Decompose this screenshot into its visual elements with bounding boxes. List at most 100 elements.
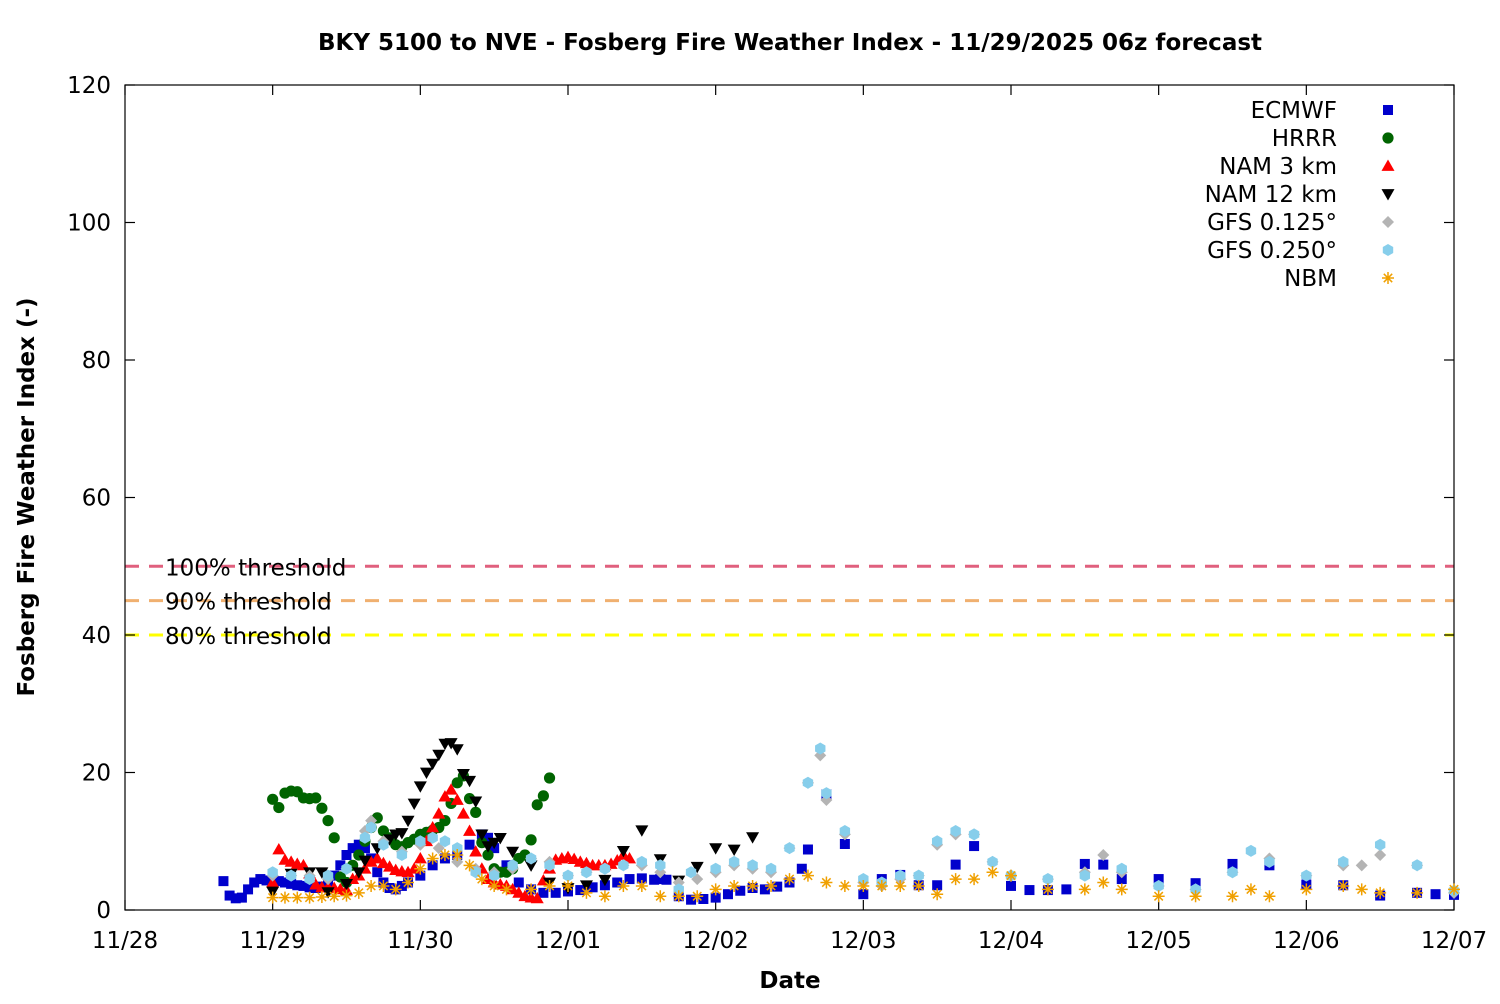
data-point — [1300, 883, 1313, 896]
data-point — [1024, 885, 1035, 896]
y-axis-label: Fosberg Fire Weather Index (-) — [14, 297, 40, 696]
legend-label: NAM 3 km — [1219, 154, 1337, 180]
data-point — [1098, 859, 1109, 870]
data-point — [1227, 866, 1238, 879]
data-point — [463, 824, 477, 836]
legend-marker — [1382, 132, 1394, 144]
data-point — [727, 844, 741, 856]
data-point — [341, 862, 352, 875]
data-point — [427, 860, 438, 871]
data-point — [635, 879, 648, 892]
data-point — [686, 894, 697, 905]
data-point — [1264, 855, 1275, 868]
data-point — [802, 844, 813, 855]
data-point — [493, 832, 507, 845]
data-point — [709, 883, 722, 896]
data-point — [278, 891, 291, 904]
data-points — [218, 738, 1460, 905]
data-point — [580, 886, 593, 899]
data-point — [531, 799, 543, 811]
data-point — [932, 880, 943, 891]
legend-label: NAM 12 km — [1205, 182, 1337, 208]
data-point — [1355, 883, 1368, 896]
data-point — [673, 883, 684, 896]
data-point — [322, 869, 334, 882]
data-point — [365, 879, 378, 892]
data-point — [895, 869, 906, 882]
data-point — [815, 742, 826, 755]
data-point — [464, 839, 475, 850]
data-point — [722, 889, 733, 900]
data-point — [451, 849, 464, 861]
data-point — [401, 815, 415, 828]
data-point — [765, 879, 778, 892]
data-point — [968, 873, 981, 886]
data-point — [1430, 889, 1441, 900]
legend-label: NBM — [1284, 266, 1337, 292]
data-point — [273, 801, 285, 814]
data-point — [347, 843, 358, 854]
data-point — [537, 790, 549, 802]
legend-label: GFS 0.125° — [1207, 210, 1337, 236]
data-point — [598, 890, 611, 903]
data-point — [315, 890, 328, 903]
data-point — [507, 859, 518, 872]
data-point — [352, 867, 366, 879]
data-point — [912, 879, 925, 892]
data-point — [352, 886, 365, 899]
series-6 — [266, 849, 1460, 904]
data-point — [475, 873, 488, 886]
data-point — [1041, 883, 1054, 896]
x-tick-label: 12/02 — [683, 928, 749, 954]
data-point — [986, 866, 999, 879]
data-point — [617, 879, 630, 892]
data-point — [1411, 886, 1424, 899]
data-point — [875, 879, 888, 892]
data-point — [894, 879, 907, 892]
data-point — [857, 879, 870, 892]
data-point — [1005, 869, 1017, 882]
data-point — [450, 793, 464, 805]
data-point — [801, 869, 814, 882]
data-point — [796, 863, 807, 874]
data-point — [612, 877, 623, 888]
data-point — [710, 862, 721, 875]
data-point — [858, 873, 869, 886]
data-point — [487, 837, 501, 850]
data-point — [384, 883, 395, 893]
data-point — [243, 884, 254, 895]
data-point — [538, 887, 549, 898]
data-point — [365, 821, 377, 834]
x-tick-label: 12/04 — [978, 928, 1044, 954]
data-point — [353, 839, 364, 850]
data-point — [249, 877, 260, 888]
x-tick-label: 12/06 — [1273, 928, 1339, 954]
data-point — [1337, 879, 1350, 892]
data-point — [1116, 874, 1127, 885]
data-point — [272, 843, 286, 855]
data-point — [444, 738, 458, 750]
data-point — [298, 880, 309, 891]
data-point — [839, 839, 850, 849]
data-point — [579, 880, 593, 892]
data-point — [444, 783, 458, 795]
data-point — [524, 860, 538, 872]
data-point — [544, 859, 555, 872]
data-point — [286, 878, 297, 889]
data-point — [359, 843, 370, 854]
data-point — [1115, 883, 1128, 896]
data-point — [255, 874, 266, 885]
legend-marker — [1382, 272, 1394, 284]
data-point — [530, 891, 544, 904]
data-point — [969, 841, 980, 852]
data-point — [623, 851, 637, 864]
data-point — [328, 890, 341, 903]
data-point — [1078, 883, 1091, 896]
data-point — [463, 859, 476, 872]
data-point — [438, 790, 452, 802]
y-tick-label: 100 — [67, 211, 111, 237]
data-point — [616, 846, 630, 858]
y-tick-label: 60 — [82, 486, 111, 512]
data-point — [402, 876, 415, 889]
x-tick-label: 11/28 — [92, 928, 158, 954]
